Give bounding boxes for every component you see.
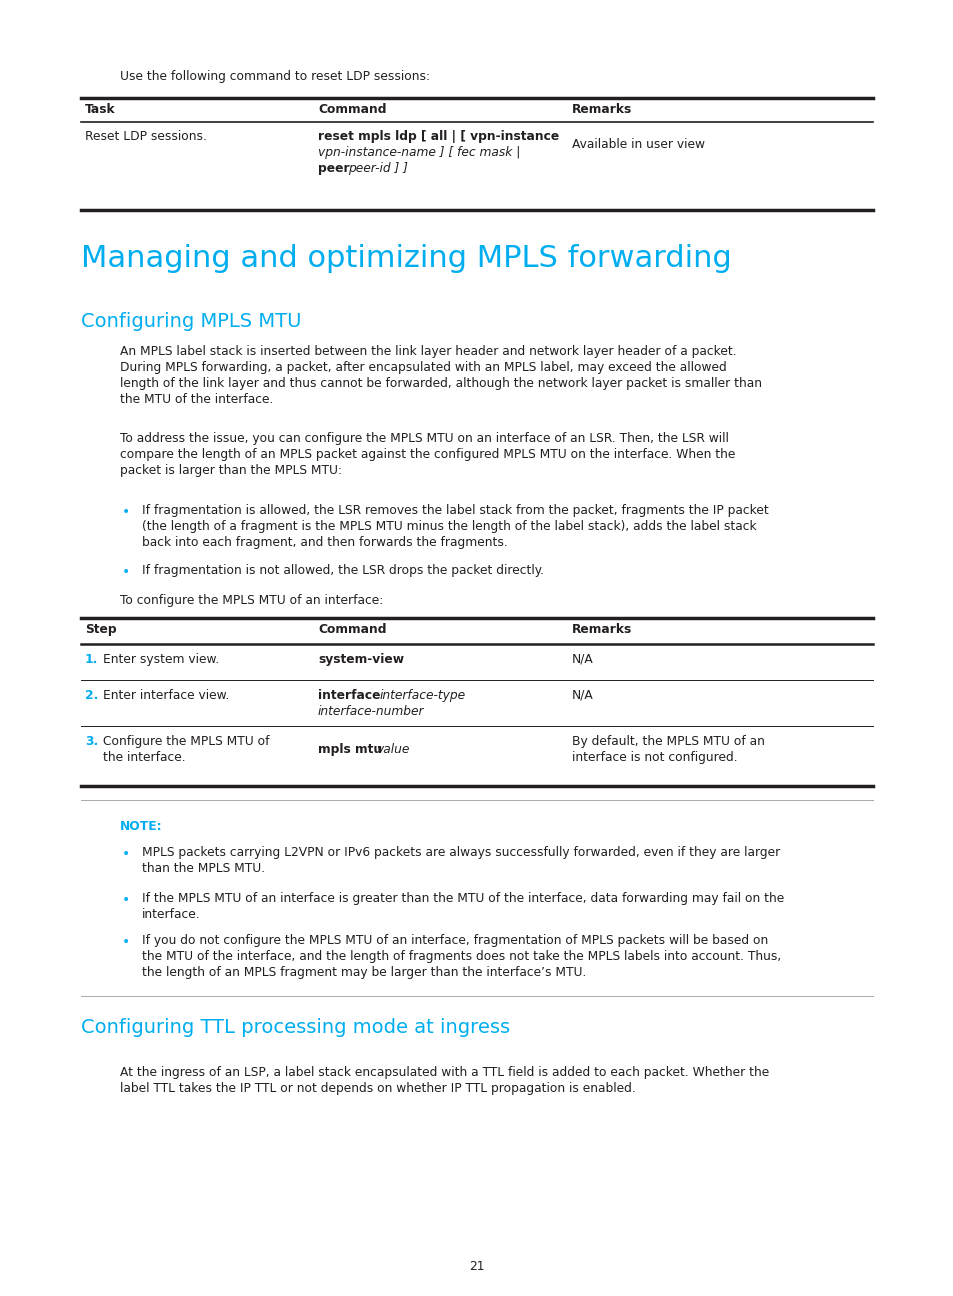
Text: 2.: 2. [85, 689, 98, 702]
Text: value: value [375, 743, 409, 756]
Text: Configure the MPLS MTU of: Configure the MPLS MTU of [103, 735, 269, 748]
Text: Reset LDP sessions.: Reset LDP sessions. [85, 130, 207, 143]
Text: vpn-instance-name ] [ fec mask |: vpn-instance-name ] [ fec mask | [317, 146, 519, 159]
Text: During MPLS forwarding, a packet, after encapsulated with an MPLS label, may exc: During MPLS forwarding, a packet, after … [120, 362, 726, 375]
Text: 21: 21 [469, 1260, 484, 1273]
Text: Configuring MPLS MTU: Configuring MPLS MTU [81, 312, 301, 330]
Text: interface: interface [317, 689, 380, 702]
Text: Available in user view: Available in user view [572, 137, 704, 152]
Text: If the MPLS MTU of an interface is greater than the MTU of the interface, data f: If the MPLS MTU of an interface is great… [142, 892, 783, 905]
Text: 1.: 1. [85, 653, 98, 666]
Text: the MTU of the interface.: the MTU of the interface. [120, 393, 274, 406]
Text: mpls mtu: mpls mtu [317, 743, 382, 756]
Text: If fragmentation is allowed, the LSR removes the label stack from the packet, fr: If fragmentation is allowed, the LSR rem… [142, 504, 768, 517]
Text: •: • [122, 893, 131, 907]
Text: If you do not configure the MPLS MTU of an interface, fragmentation of MPLS pack: If you do not configure the MPLS MTU of … [142, 934, 767, 947]
Text: •: • [122, 565, 131, 579]
Text: Remarks: Remarks [572, 623, 632, 636]
Text: peer: peer [317, 162, 349, 175]
Text: Command: Command [317, 623, 386, 636]
Text: Task: Task [85, 102, 115, 117]
Text: An MPLS label stack is inserted between the link layer header and network layer : An MPLS label stack is inserted between … [120, 345, 736, 358]
Text: back into each fragment, and then forwards the fragments.: back into each fragment, and then forwar… [142, 537, 507, 550]
Text: Use the following command to reset LDP sessions:: Use the following command to reset LDP s… [120, 70, 430, 83]
Text: Step: Step [85, 623, 116, 636]
Text: length of the link layer and thus cannot be forwarded, although the network laye: length of the link layer and thus cannot… [120, 377, 761, 390]
Text: the length of an MPLS fragment may be larger than the interface’s MTU.: the length of an MPLS fragment may be la… [142, 966, 586, 978]
Text: the MTU of the interface, and the length of fragments does not take the MPLS lab: the MTU of the interface, and the length… [142, 950, 781, 963]
Text: •: • [122, 848, 131, 861]
Text: the interface.: the interface. [103, 750, 186, 765]
Text: N/A: N/A [572, 689, 593, 702]
Text: interface-number: interface-number [317, 705, 424, 718]
Text: To address the issue, you can configure the MPLS MTU on an interface of an LSR. : To address the issue, you can configure … [120, 432, 728, 445]
Text: Enter interface view.: Enter interface view. [103, 689, 229, 702]
Text: compare the length of an MPLS packet against the configured MPLS MTU on the inte: compare the length of an MPLS packet aga… [120, 448, 735, 461]
Text: label TTL takes the IP TTL or not depends on whether IP TTL propagation is enabl: label TTL takes the IP TTL or not depend… [120, 1082, 635, 1095]
Text: MPLS packets carrying L2VPN or IPv6 packets are always successfully forwarded, e: MPLS packets carrying L2VPN or IPv6 pack… [142, 846, 780, 859]
Text: (the length of a fragment is the MPLS MTU minus the length of the label stack), : (the length of a fragment is the MPLS MT… [142, 520, 756, 533]
Text: peer-id ] ]: peer-id ] ] [348, 162, 408, 175]
Text: •: • [122, 934, 131, 949]
Text: 3.: 3. [85, 735, 98, 748]
Text: than the MPLS MTU.: than the MPLS MTU. [142, 862, 265, 875]
Text: To configure the MPLS MTU of an interface:: To configure the MPLS MTU of an interfac… [120, 594, 383, 607]
Text: interface-type: interface-type [379, 689, 466, 702]
Text: Remarks: Remarks [572, 102, 632, 117]
Text: N/A: N/A [572, 653, 593, 666]
Text: NOTE:: NOTE: [120, 820, 162, 833]
Text: reset mpls ldp [ all | [ vpn-instance: reset mpls ldp [ all | [ vpn-instance [317, 130, 558, 143]
Text: Managing and optimizing MPLS forwarding: Managing and optimizing MPLS forwarding [81, 244, 731, 273]
Text: Enter system view.: Enter system view. [103, 653, 219, 666]
Text: At the ingress of an LSP, a label stack encapsulated with a TTL field is added t: At the ingress of an LSP, a label stack … [120, 1067, 768, 1080]
Text: Configuring TTL processing mode at ingress: Configuring TTL processing mode at ingre… [81, 1017, 510, 1037]
Text: packet is larger than the MPLS MTU:: packet is larger than the MPLS MTU: [120, 464, 341, 477]
Text: By default, the MPLS MTU of an: By default, the MPLS MTU of an [572, 735, 764, 748]
Text: interface is not configured.: interface is not configured. [572, 750, 737, 765]
Text: •: • [122, 505, 131, 518]
Text: interface.: interface. [142, 908, 200, 921]
Text: Command: Command [317, 102, 386, 117]
Text: If fragmentation is not allowed, the LSR drops the packet directly.: If fragmentation is not allowed, the LSR… [142, 564, 543, 577]
Text: system-view: system-view [317, 653, 404, 666]
